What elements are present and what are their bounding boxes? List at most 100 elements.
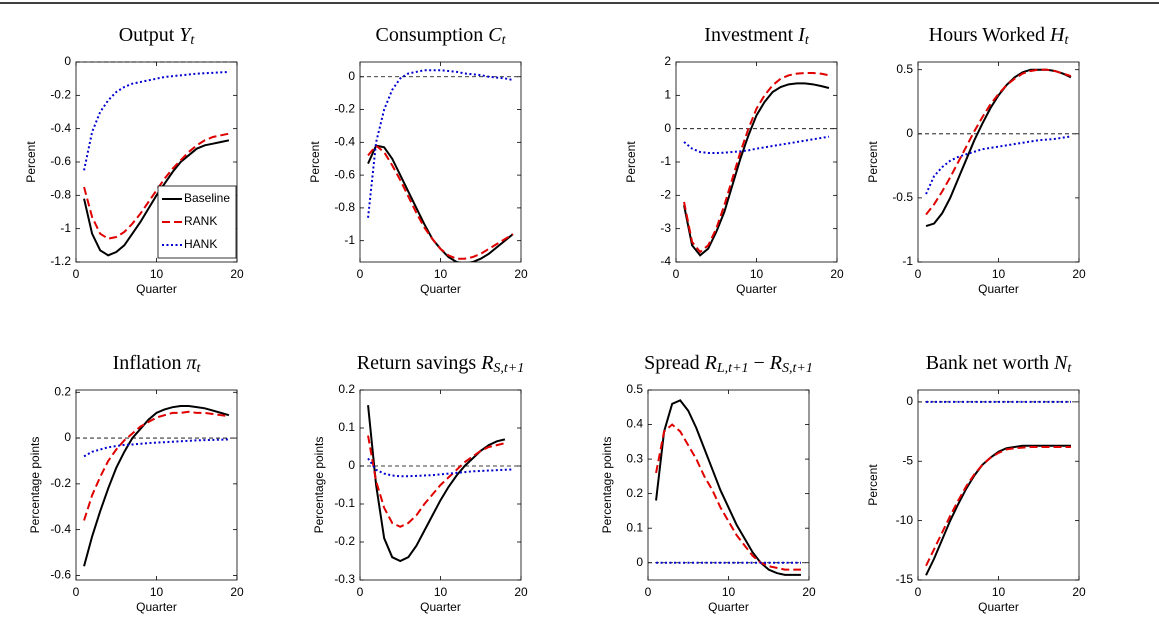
x-tick-label: 10 (992, 585, 1006, 599)
x-tick-label: 10 (150, 267, 164, 281)
title-part: t (197, 361, 202, 376)
panel: Output Yt -1.2 -1 -0.8 -0.6 -0.4 -0.2 0 0 10 20 Qua… (24, 24, 244, 297)
panel-title: Investment It (704, 24, 810, 49)
title-part: Spread (644, 352, 705, 374)
axes-box (359, 61, 522, 263)
y-axis-label: Percent (866, 464, 880, 506)
axes-box (917, 61, 1080, 263)
series-line (367, 405, 506, 563)
series-line (683, 82, 830, 257)
title-part: S,t+1 (493, 361, 524, 376)
series-line (367, 144, 514, 262)
title-part: S,t+1 (782, 361, 813, 376)
x-tick-label: 10 (434, 267, 448, 281)
title-part: Output (119, 24, 180, 46)
series-line (83, 405, 230, 567)
x-axis-label: Quarter (978, 282, 1019, 296)
panel: Return savings RS,t+1 -0.3 -0.2 -0.1 0 0.1 0.2… (312, 352, 528, 615)
legend-label: HANK (184, 237, 217, 251)
y-tick-label: -1 (660, 154, 671, 168)
title-part: Hours Worked (929, 24, 1050, 46)
series-line (83, 132, 230, 240)
y-tick-label: 0 (664, 121, 671, 135)
panel-title: Output Yt (119, 24, 196, 49)
x-axis-label: Quarter (136, 282, 177, 296)
series-line (655, 423, 801, 571)
title-part: Bank net worth (926, 352, 1054, 374)
series-line (83, 139, 230, 257)
x-tick-label: 10 (150, 585, 164, 599)
panel: Spread RL,t+1 − RS,t+100.10.20.30.40.50 1… (600, 352, 816, 615)
y-tick-label: 0.5 (896, 62, 913, 76)
legend: Baseline RANK HANK (157, 185, 237, 259)
title-part: t (805, 33, 810, 48)
y-tick-label: 0.4 (626, 417, 643, 431)
x-tick-label: 0 (357, 267, 364, 281)
y-tick-label: -1.2 (50, 254, 71, 268)
title-part: R (480, 352, 493, 374)
y-tick-label: -0.1 (334, 496, 355, 510)
y-tick-label: 1 (664, 88, 671, 102)
y-tick-label: -0.6 (334, 167, 355, 181)
x-tick-label: 20 (802, 585, 816, 599)
y-tick-label: -1 (60, 221, 71, 235)
panel: Hours Worked Ht -1 -0.5 0 0.5 0 10 20 Quarter Per… (866, 24, 1086, 297)
title-part: π (186, 352, 197, 374)
y-tick-label: 0 (906, 126, 913, 140)
y-tick-label: 0 (348, 69, 355, 83)
panel: Consumption Ct -1 -0.8 -0.6 -0.4 -0.2 0 0 10 20 Qu… (308, 24, 528, 297)
y-tick-label: 0.1 (626, 520, 643, 534)
series-line (367, 435, 506, 528)
legend-label: Baseline (184, 191, 230, 205)
y-tick-label: -0.4 (50, 121, 71, 135)
y-tick-label: 0 (348, 458, 355, 472)
series-line (367, 144, 514, 260)
x-tick-label: 10 (992, 267, 1006, 281)
title-part: R (704, 352, 717, 374)
title-part: H (1049, 24, 1066, 46)
x-tick-label: 10 (722, 585, 736, 599)
series-line (83, 71, 229, 171)
x-tick-label: 0 (915, 585, 922, 599)
axes-box (75, 389, 238, 581)
title-part: t (502, 33, 507, 48)
series-line (367, 69, 514, 218)
y-tick-label: 0.2 (626, 486, 643, 500)
x-tick-label: 0 (73, 585, 80, 599)
y-tick-label: -0.2 (50, 88, 71, 102)
y-tick-label: -5 (902, 453, 913, 467)
title-part: Investment (704, 24, 798, 46)
y-axis-label: Percent (24, 141, 38, 183)
y-tick-label: -0.5 (892, 190, 913, 204)
x-tick-label: 20 (1072, 585, 1086, 599)
panel-title: Spread RL,t+1 − RS,t+1 (644, 352, 813, 377)
x-tick-label: 0 (645, 585, 652, 599)
y-tick-label: -0.2 (334, 102, 355, 116)
title-part: Y (179, 24, 192, 46)
x-tick-label: 10 (434, 585, 448, 599)
panel: Bank net worth Nt -15 -10 -5 0 0 10 20 Quarter Pe… (866, 352, 1086, 615)
y-tick-label: -0.6 (50, 154, 71, 168)
axes-box (675, 61, 838, 263)
series-line (683, 72, 830, 254)
series-line (367, 457, 513, 478)
series-line (925, 68, 1072, 228)
axes-box (647, 389, 810, 581)
x-tick-label: 0 (915, 267, 922, 281)
y-tick-label: 0.2 (338, 382, 355, 396)
y-axis-label: Percentage points (28, 437, 42, 534)
y-axis-label: Percent (308, 141, 322, 183)
x-tick-label: 20 (514, 585, 528, 599)
title-part: Return savings (357, 352, 481, 374)
x-tick-label: 20 (1072, 267, 1086, 281)
axes-box (917, 389, 1080, 581)
title-part: Inflation (113, 352, 187, 374)
series-line (83, 410, 230, 521)
y-axis-label: Percentage points (312, 437, 326, 534)
y-tick-label: 0.5 (626, 382, 643, 396)
x-axis-label: Quarter (136, 600, 177, 614)
legend-label: RANK (184, 214, 217, 228)
panel-title: Inflation πt (113, 352, 202, 377)
